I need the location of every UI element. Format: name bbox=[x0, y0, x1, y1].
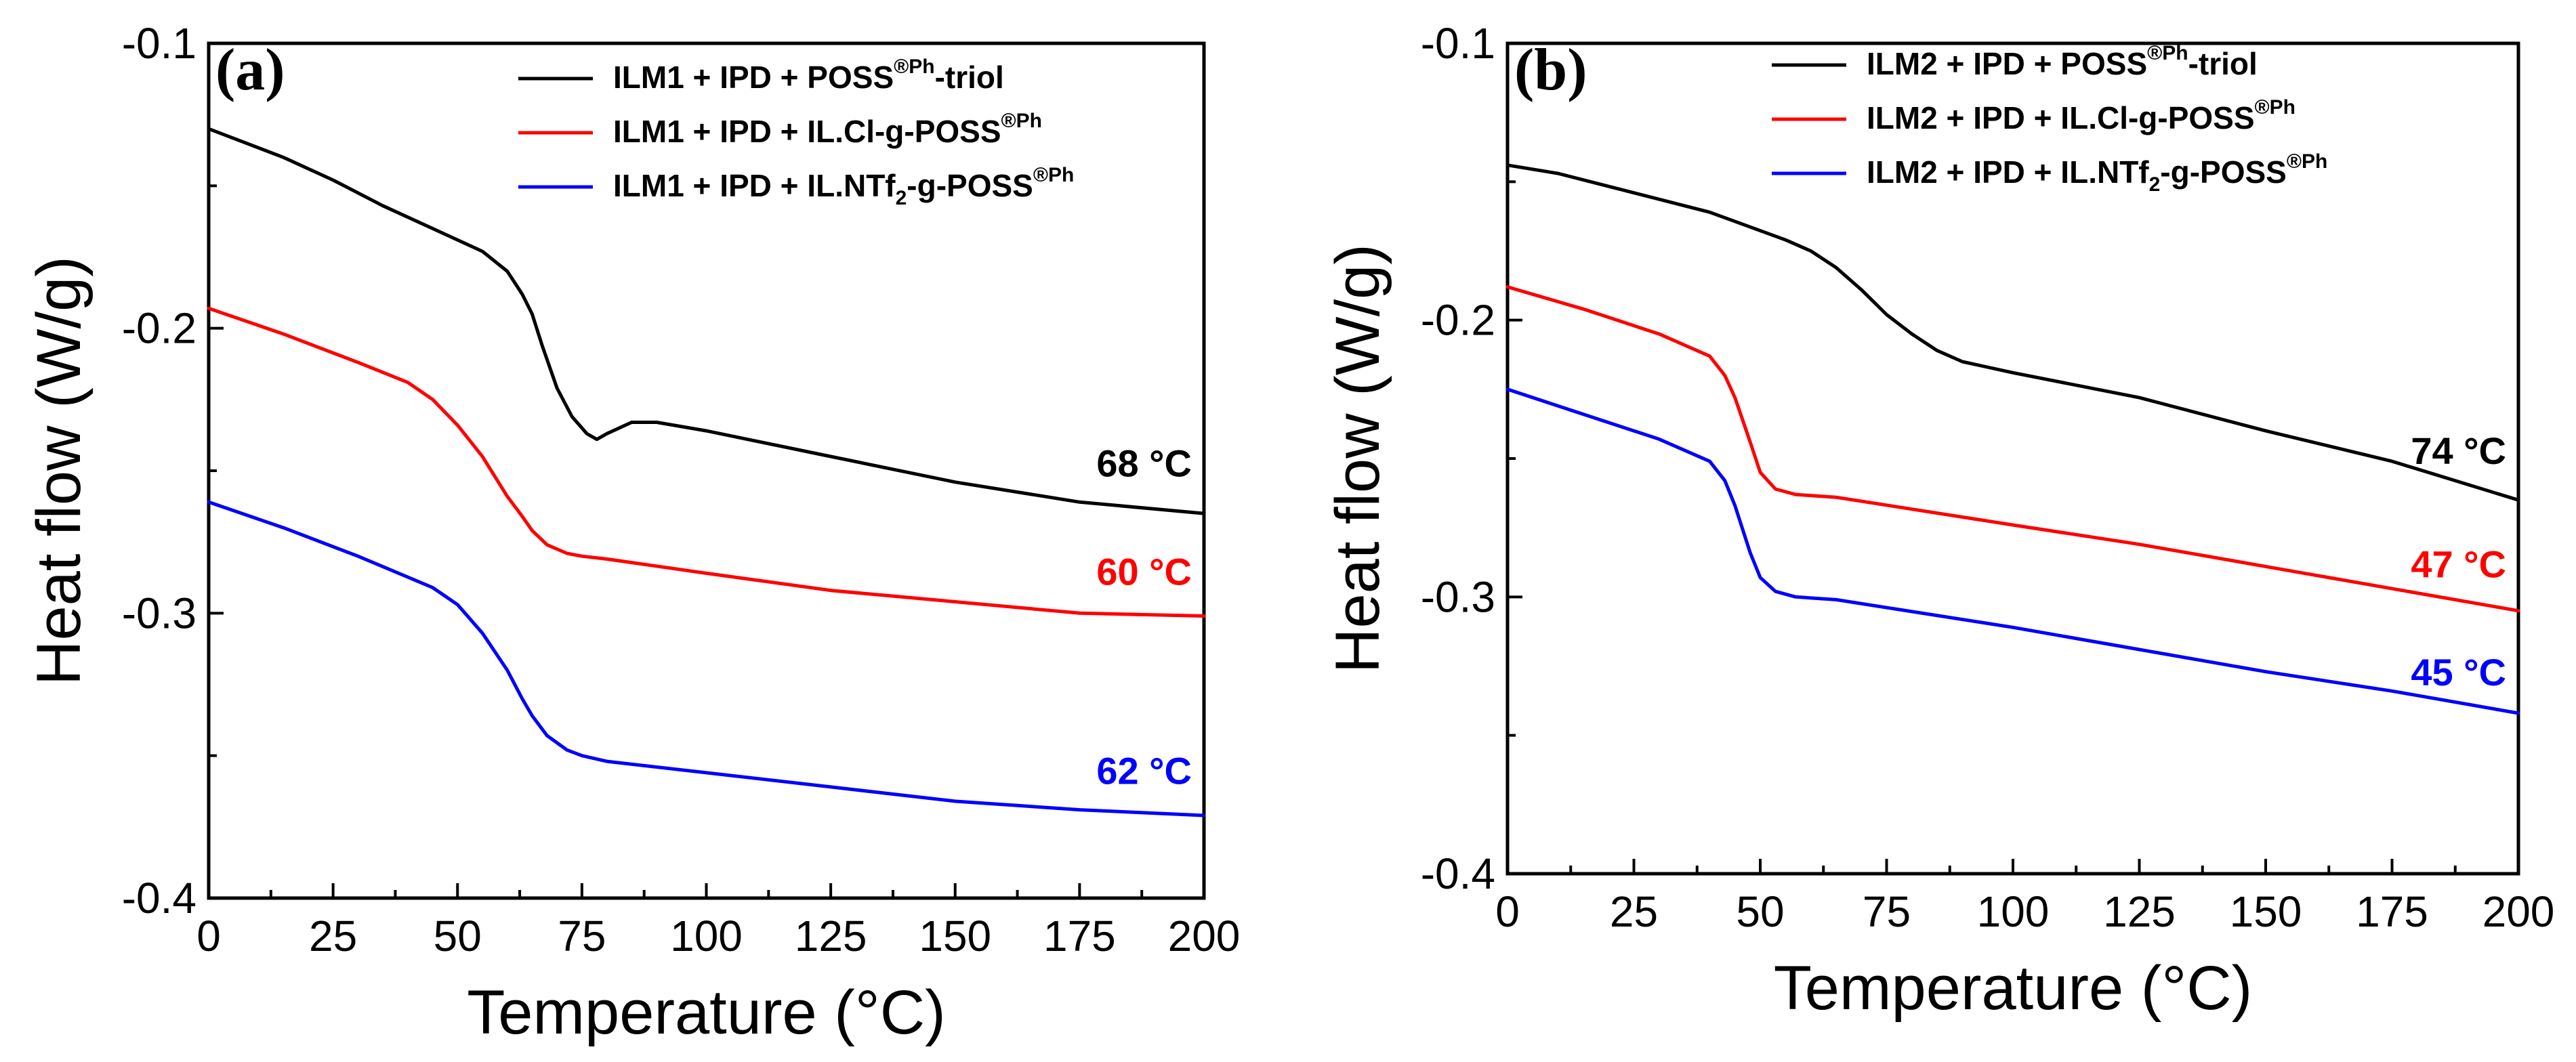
x-tick-label: 0 bbox=[196, 912, 221, 960]
series-line-3 bbox=[1505, 387, 2520, 715]
legend-label-tail: -triol bbox=[2188, 46, 2258, 81]
y-tick-label: -0.4 bbox=[122, 874, 196, 922]
y-tick-label: -0.4 bbox=[1421, 849, 1495, 898]
x-tick-label: 150 bbox=[2230, 887, 2302, 936]
series-line-3 bbox=[207, 500, 1206, 817]
legend-label-sup: ®Ph bbox=[1001, 110, 1042, 132]
legend-label: ILM1 + IPD + POSS®Ph-triol bbox=[613, 56, 1004, 95]
legend-label: ILM2 + IPD + IL.NTf2-g-POSS®Ph bbox=[1867, 150, 2327, 196]
x-tick-label: 75 bbox=[558, 912, 606, 960]
x-tick-label: 0 bbox=[1495, 887, 1520, 936]
series-line-1 bbox=[1505, 163, 2520, 502]
x-axis-title: Temperature (°C) bbox=[467, 978, 946, 1047]
legend-label-main: ILM1 + IPD + IL.NTf bbox=[613, 168, 896, 203]
legend-label-sup: ®Ph bbox=[2255, 96, 2295, 119]
y-tick-label: -0.1 bbox=[122, 19, 196, 68]
legend-label-tail: -g-POSS bbox=[907, 168, 1033, 203]
series-annotation: 68 °C bbox=[1096, 442, 1192, 484]
y-axis-title: Heat flow (W/g) bbox=[1323, 244, 1392, 673]
legend-label: ILM1 + IPD + IL.NTf2-g-POSS®Ph bbox=[613, 164, 1074, 209]
legend-label: ILM2 + IPD + POSS®Ph-triol bbox=[1867, 42, 2258, 81]
series-annotation: 62 °C bbox=[1096, 750, 1192, 792]
series-annotation: 74 °C bbox=[2411, 429, 2506, 472]
x-tick-label: 150 bbox=[919, 912, 991, 960]
panel-a: 0 25 50 75 100 125 150 175 200 -0.1 -0.2 -0.3 -0.4 Te… bbox=[24, 19, 1240, 1047]
legend-label-main: ILM1 + IPD + POSS bbox=[613, 60, 894, 95]
legend-label-tail: -triol bbox=[935, 60, 1004, 95]
y-tick-label: -0.2 bbox=[1421, 296, 1495, 345]
panel-b: 0 25 50 75 100 125 150 175 200 -0.1 -0.2 -0.3 -0.4 Te… bbox=[1323, 19, 2554, 1023]
legend-label-tail: -g-POSS bbox=[2160, 154, 2287, 190]
legend-label-sup: ®Ph bbox=[2147, 42, 2188, 64]
y-tick-label: -0.3 bbox=[122, 589, 196, 637]
x-tick-label: 50 bbox=[434, 912, 482, 960]
series-annotation: 47 °C bbox=[2411, 543, 2506, 586]
x-axis-title: Temperature (°C) bbox=[1774, 954, 2253, 1023]
y-axis-title: Heat flow (W/g) bbox=[24, 256, 94, 685]
x-tick-label: 100 bbox=[1977, 887, 2050, 936]
series-line-2 bbox=[1505, 285, 2520, 613]
x-tick-label: 175 bbox=[2356, 887, 2428, 936]
x-tick-label: 25 bbox=[309, 912, 357, 960]
series-line-1 bbox=[207, 127, 1206, 515]
legend-label-main: ILM2 + IPD + IL.NTf bbox=[1867, 154, 2149, 190]
x-tick-label: 175 bbox=[1043, 912, 1116, 960]
legend-label-sup: ®Ph bbox=[894, 56, 934, 78]
x-tick-label: 100 bbox=[670, 912, 743, 960]
x-tick-label: 75 bbox=[1863, 887, 1911, 936]
x-tick-label: 50 bbox=[1736, 887, 1784, 936]
x-tick-label: 125 bbox=[795, 912, 867, 960]
x-tick-label: 125 bbox=[2103, 887, 2176, 936]
series-annotation: 45 °C bbox=[2411, 651, 2506, 694]
legend-label: ILM1 + IPD + IL.Cl-g-POSS®Ph bbox=[613, 110, 1042, 149]
legend-label-sup: ®Ph bbox=[2287, 150, 2327, 173]
x-tick-label: 25 bbox=[1610, 887, 1658, 936]
series-line-2 bbox=[207, 306, 1206, 618]
series-annotation: 60 °C bbox=[1096, 550, 1192, 593]
panel-label: (b) bbox=[1514, 37, 1587, 103]
y-tick-label: -0.1 bbox=[1421, 19, 1495, 68]
legend-label-main: ILM2 + IPD + POSS bbox=[1867, 46, 2147, 81]
legend-label-main: ILM1 + IPD + IL.Cl-g-POSS bbox=[613, 114, 1001, 149]
x-tick-label: 200 bbox=[1168, 912, 1241, 960]
legend-label-sup: ®Ph bbox=[1033, 164, 1074, 186]
x-tick-label: 200 bbox=[2482, 887, 2555, 936]
legend-label: ILM2 + IPD + IL.Cl-g-POSS®Ph bbox=[1867, 96, 2295, 135]
legend-label-main: ILM2 + IPD + IL.Cl-g-POSS bbox=[1867, 100, 2255, 135]
legend-label-sub: 2 bbox=[896, 187, 907, 209]
y-tick-label: -0.3 bbox=[1421, 572, 1495, 621]
y-tick-label: -0.2 bbox=[122, 304, 196, 353]
legend-label-sub: 2 bbox=[2149, 173, 2161, 196]
panel-label: (a) bbox=[215, 37, 285, 103]
